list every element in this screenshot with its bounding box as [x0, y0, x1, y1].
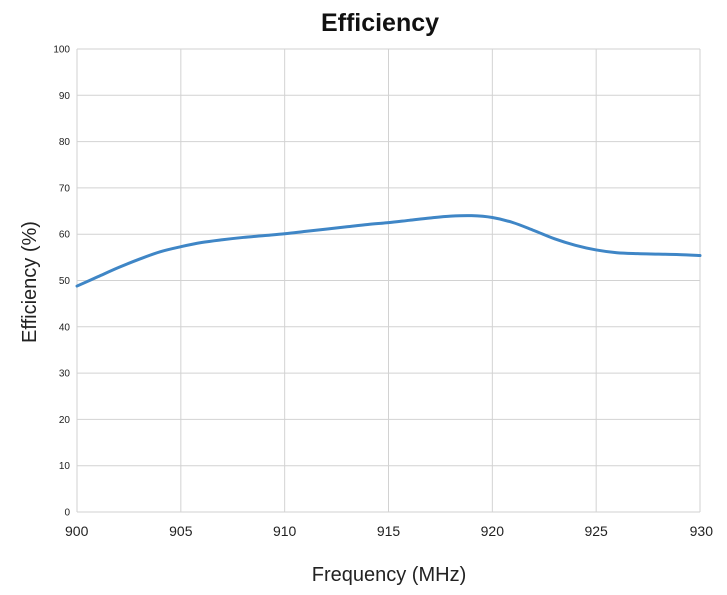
y-axis-label: Efficiency (%)	[19, 221, 41, 343]
y-tick-label: 100	[53, 45, 70, 56]
y-tick-label: 0	[64, 508, 70, 519]
x-tick-label: 910	[273, 523, 297, 539]
y-tick-label: 50	[59, 276, 71, 287]
x-tick-label: 915	[377, 523, 401, 539]
chart-title: Efficiency	[321, 9, 439, 37]
x-axis-tick-labels: 900 905 910 915 920 925 930	[65, 523, 713, 539]
grid-lines	[76, 48, 701, 513]
y-tick-label: 70	[59, 183, 71, 194]
x-axis-label: Frequency (MHz)	[312, 564, 466, 586]
y-tick-label: 90	[59, 91, 71, 102]
x-tick-label: 925	[584, 523, 608, 539]
y-tick-label: 60	[59, 230, 71, 241]
y-tick-label: 10	[59, 461, 71, 472]
x-tick-label: 900	[65, 523, 89, 539]
y-tick-label: 40	[59, 322, 71, 333]
y-tick-label: 20	[59, 415, 71, 426]
y-tick-label: 80	[59, 137, 71, 148]
y-axis-tick-labels: 0 10 20 30 40 50 60 70 80 90 100	[53, 45, 70, 519]
series-layer	[75, 214, 702, 288]
x-tick-label: 920	[481, 523, 505, 539]
y-tick-label: 30	[59, 369, 71, 380]
x-tick-label: 930	[690, 523, 714, 539]
efficiency-series-line	[75, 214, 702, 288]
x-tick-label: 905	[169, 523, 193, 539]
